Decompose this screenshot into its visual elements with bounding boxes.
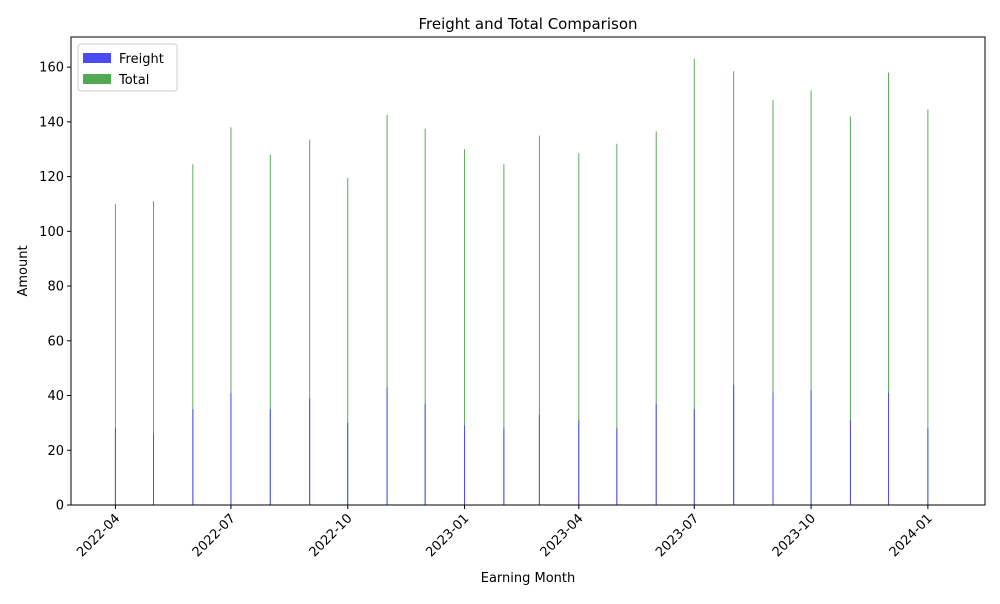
x-tick-label: 2022-07 <box>190 511 239 560</box>
plot-frame <box>70 36 986 506</box>
y-tick-label: 0 <box>56 499 64 514</box>
y-tick-label: 120 <box>39 170 64 185</box>
bar-freight-2024-01 <box>927 428 929 505</box>
x-tick-label: 2022-10 <box>307 511 356 560</box>
bar-total-2022-11 <box>386 115 388 505</box>
x-axis-label: Earning Month <box>481 571 576 586</box>
y-tick-label: 80 <box>47 280 64 295</box>
bar-freight-2023-02 <box>503 428 505 505</box>
bar-total-2022-05 <box>153 201 155 506</box>
legend-swatch-total <box>83 74 111 84</box>
bar-freight-2022-12 <box>424 403 426 505</box>
bar-freight-2023-07 <box>693 409 695 505</box>
bar-freight-2022-09 <box>309 398 311 505</box>
bar-freight-2023-10 <box>810 390 812 505</box>
bar-freight-2023-11 <box>849 420 851 505</box>
bar-freight-2022-08 <box>269 409 271 505</box>
x-ticks-group: 2022-04 2022-07 2022-10 2023-01 2023-04 2023-… <box>74 505 936 560</box>
bar-total-2023-08 <box>733 71 735 506</box>
y-tick-label: 100 <box>39 225 64 240</box>
x-tick-label: 2023-01 <box>423 511 472 560</box>
x-tick-label: 2022-04 <box>74 511 123 560</box>
bar-freight-2023-03 <box>538 414 540 505</box>
bar-freight-2023-08 <box>733 384 735 505</box>
bar-total-2022-12 <box>424 128 426 505</box>
bar-freight-2023-12 <box>888 392 890 505</box>
bar-total-2023-02 <box>503 164 505 505</box>
y-tick-label: 160 <box>39 61 64 76</box>
bar-freight-2023-01 <box>464 425 466 505</box>
bar-total-2023-09 <box>772 99 774 506</box>
bar-total-2023-11 <box>849 116 851 506</box>
bar-freight-2022-11 <box>386 387 388 505</box>
y-tick-label: 60 <box>47 334 64 349</box>
y-axis-label: Amount <box>16 245 31 296</box>
y-tick-label: 40 <box>47 389 64 404</box>
bar-total-2024-01 <box>927 109 929 506</box>
x-tick-label: 2023-04 <box>538 511 587 560</box>
bar-freight-2023-04 <box>578 420 580 505</box>
bar-total-2023-12 <box>888 72 890 505</box>
bar-total-2023-07 <box>693 58 695 505</box>
chart-title: Freight and Total Comparison <box>418 15 637 33</box>
bar-total-2022-09 <box>309 139 311 505</box>
legend-label-total: Total <box>118 73 149 88</box>
bar-total-2023-03 <box>538 135 540 506</box>
bar-total-2023-04 <box>578 153 580 505</box>
bar-freight-2022-10 <box>347 422 349 505</box>
bar-total-2023-01 <box>464 149 466 506</box>
bar-freight-2022-06 <box>192 409 194 505</box>
bar-total-2022-06 <box>192 164 194 505</box>
y-ticks-group: 0 20 40 60 80 100 120 140 160 <box>39 61 71 514</box>
bar-total-2023-10 <box>810 90 812 506</box>
bar-freight-2023-05 <box>616 428 618 505</box>
bar-freight-2022-05 <box>153 433 155 505</box>
y-tick-label: 140 <box>39 115 64 130</box>
y-tick-label: 20 <box>47 444 64 459</box>
bar-freight-2023-09 <box>772 392 774 505</box>
legend-swatch-freight <box>83 53 111 63</box>
legend: Freight Total <box>77 43 178 92</box>
x-tick-label: 2023-10 <box>770 511 819 560</box>
bar-freight-2022-04 <box>114 428 116 505</box>
legend-label-freight: Freight <box>119 52 164 67</box>
bar-freight-2023-06 <box>655 403 657 505</box>
bars-group <box>114 58 929 506</box>
bar-total-2022-04 <box>114 203 116 505</box>
bar-freight-2022-07 <box>230 392 232 505</box>
bar-total-2022-08 <box>269 154 271 505</box>
x-tick-label: 2024-01 <box>887 511 936 560</box>
bar-total-2022-10 <box>347 177 349 505</box>
bar-total-2023-05 <box>616 143 618 505</box>
bar-total-2022-07 <box>230 127 232 505</box>
x-tick-label: 2023-07 <box>653 511 702 560</box>
bar-total-2023-06 <box>655 131 657 505</box>
